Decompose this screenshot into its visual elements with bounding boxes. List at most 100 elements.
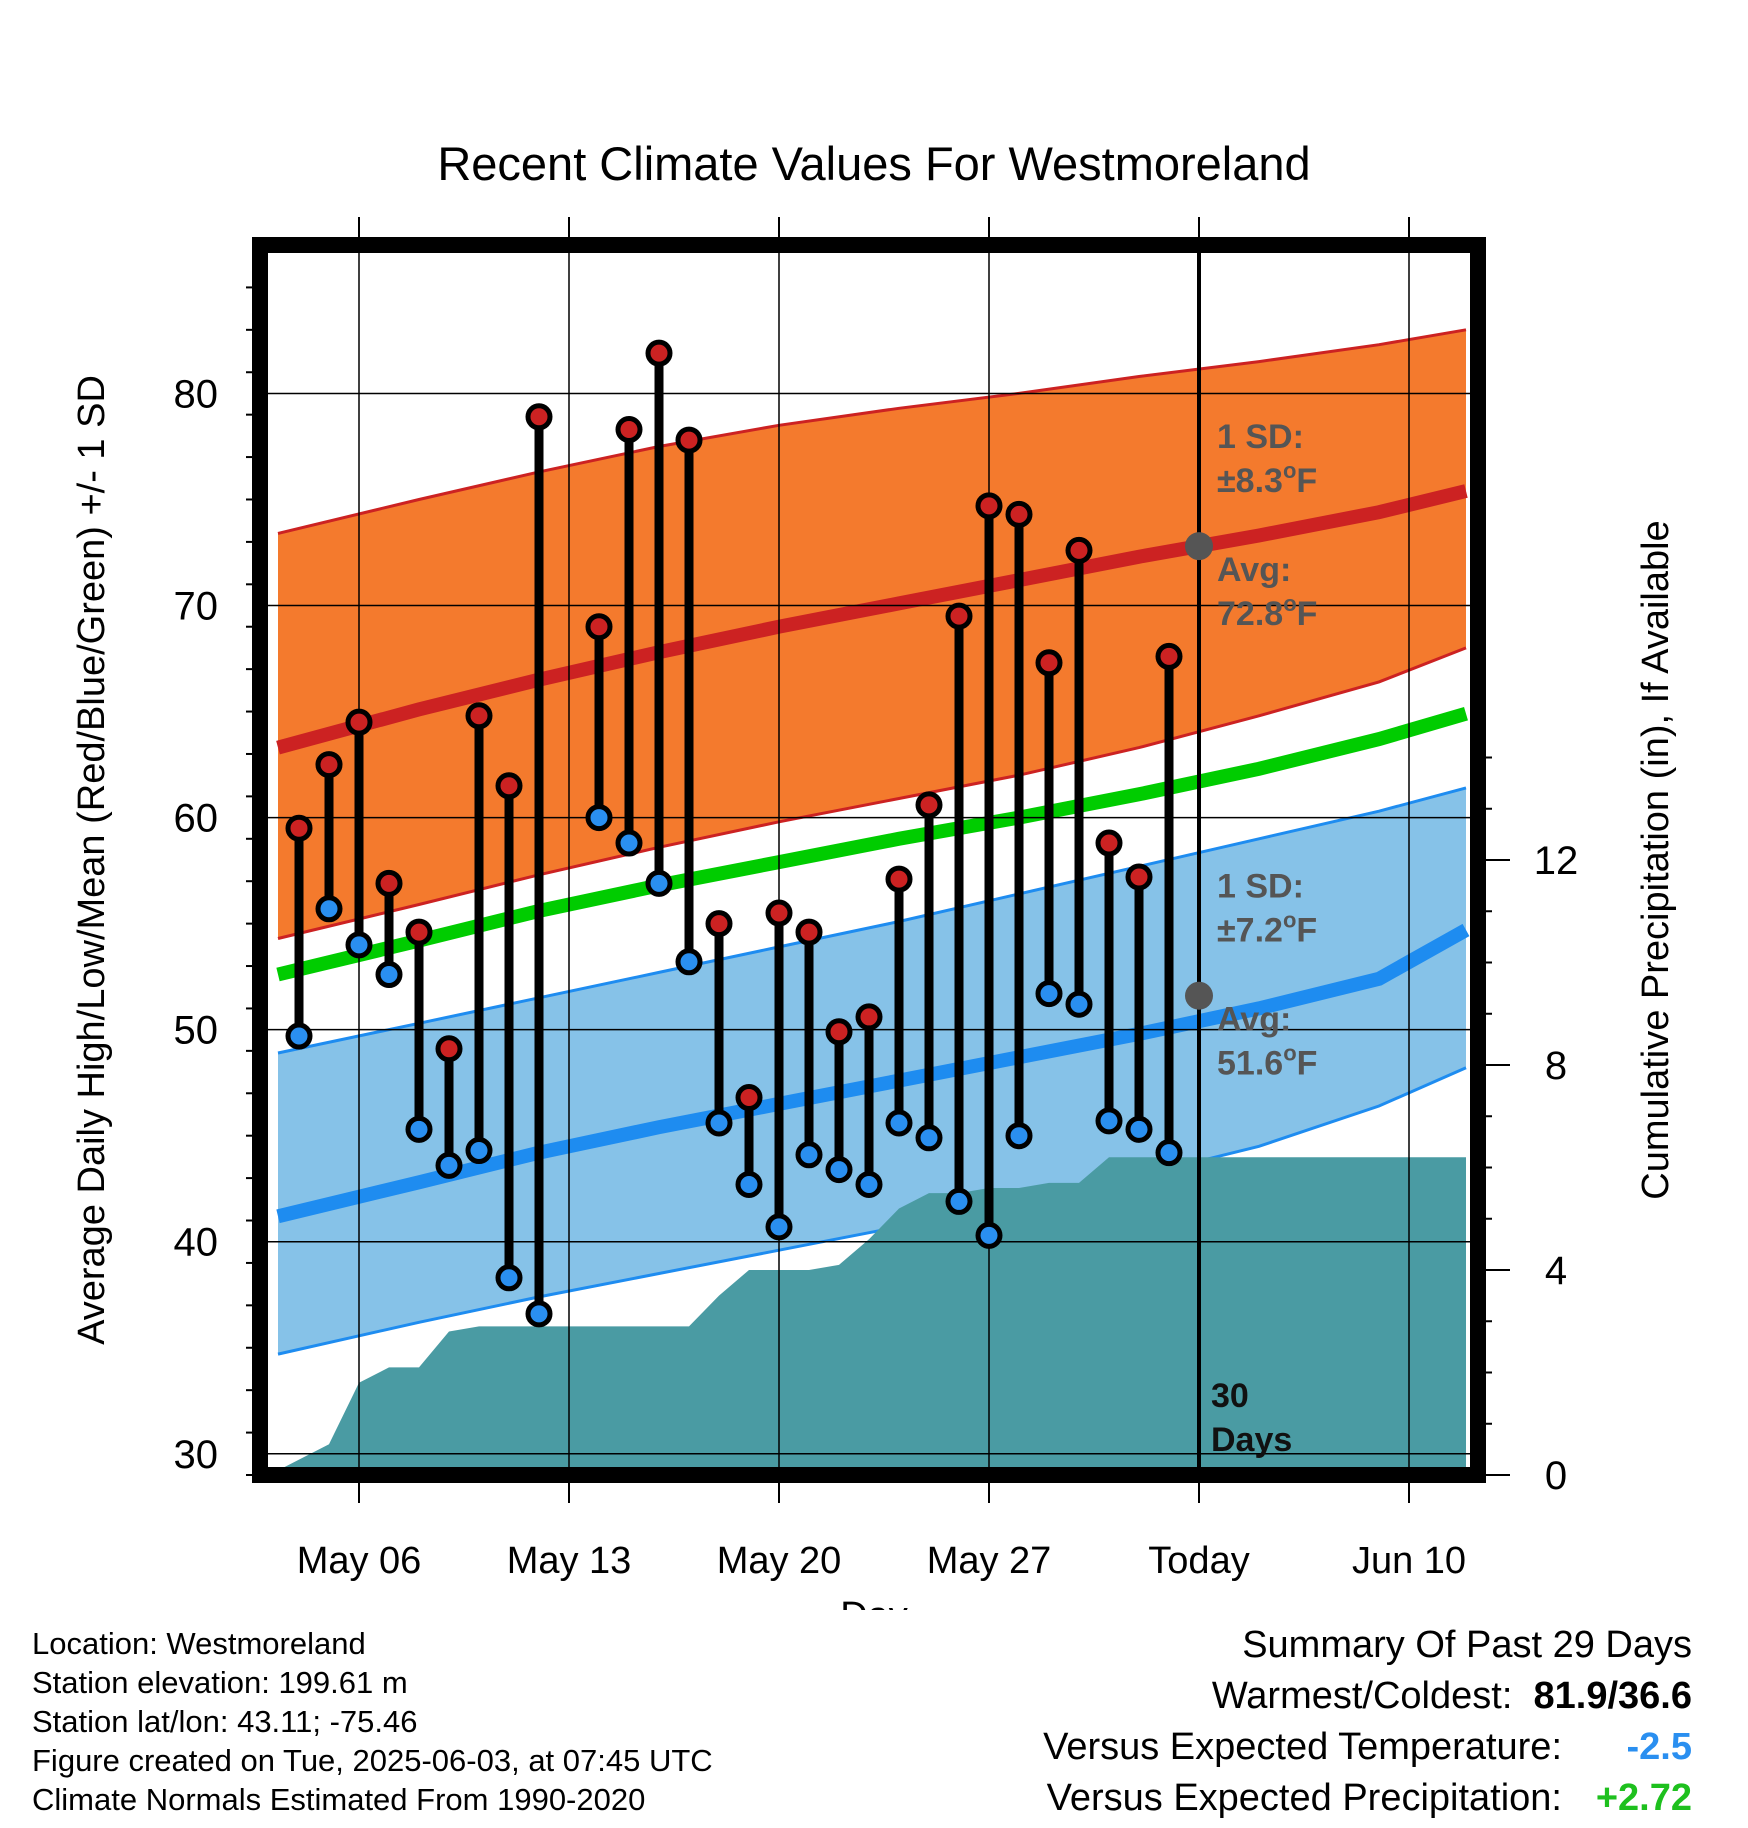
daily-low-point [795, 1141, 823, 1169]
low-sd-title: 1 SD: [1217, 868, 1304, 906]
daily-low-point [705, 1109, 733, 1137]
x-tick-label: May 06 [297, 1540, 422, 1582]
daily-low-point [435, 1151, 463, 1179]
days-word: Days [1211, 1421, 1292, 1459]
warm-cold-label: Warmest/Coldest: [1211, 1675, 1513, 1717]
summary-panel: Summary Of Past 29 Days Warmest/Coldest:… [1043, 1620, 1692, 1824]
today-low-avg-dot [1185, 981, 1213, 1010]
temp-value: -2.5 [1626, 1726, 1692, 1768]
plot-layer [260, 245, 1478, 1475]
daily-low-point [315, 895, 343, 923]
today-high-avg-dot [1185, 532, 1213, 561]
daily-low-point [915, 1124, 943, 1152]
daily-low-point [645, 869, 673, 897]
daily-high-point [675, 426, 703, 454]
precip-label: Versus Expected Precipitation: [1046, 1777, 1562, 1819]
daily-low-point [735, 1170, 763, 1198]
daily-low-point [825, 1156, 853, 1184]
daily-high-point [735, 1084, 763, 1112]
daily-high-point [885, 865, 913, 893]
daily-high-point [1065, 536, 1093, 564]
days-count: 30 [1211, 1377, 1249, 1415]
daily-low-point [405, 1115, 433, 1143]
daily-high-point [645, 339, 673, 367]
latlon-text: Station lat/lon: 43.11; -75.46 [32, 1704, 418, 1739]
x-tick-label: May 20 [717, 1540, 842, 1582]
daily-low-point [1095, 1107, 1123, 1135]
elevation-text: Station elevation: 199.61 m [32, 1665, 408, 1700]
daily-high-point [1155, 642, 1183, 670]
daily-low-point [945, 1187, 973, 1215]
daily-high-point [615, 416, 643, 443]
created-text: Figure created on Tue, 2025-06-03, at 07… [32, 1743, 713, 1778]
daily-high-point [465, 702, 493, 730]
daily-low-point [525, 1300, 553, 1328]
daily-high-point [525, 403, 553, 431]
daily-high-point [945, 602, 973, 630]
high-upper-line [277, 328, 1467, 535]
daily-high-point [1035, 649, 1063, 677]
daily-high-point [405, 918, 433, 946]
summary-temp-row: Versus Expected Temperature: -2.5 [1043, 1722, 1692, 1773]
daily-high-point [345, 708, 373, 736]
y2-axis-label: Cumulative Precipitation (in), If Availa… [1635, 520, 1677, 1199]
y-tick-label: 60 [174, 797, 219, 841]
daily-low-point [345, 931, 373, 959]
daily-low-point [675, 948, 703, 976]
climate-chart: Recent Climate Values For Westmoreland 1… [71, 137, 1677, 1610]
daily-low-point [765, 1213, 793, 1241]
y-tick-label: 80 [174, 372, 219, 416]
x-tick-label: Jun 10 [1352, 1540, 1466, 1582]
daily-high-point [975, 492, 1003, 520]
daily-high-point [315, 751, 343, 779]
location-text: Location: Westmoreland [32, 1626, 366, 1661]
high-sd-value: ±8.3oF [1217, 458, 1317, 500]
daily-high-point [765, 899, 793, 927]
daily-high-point [1125, 863, 1153, 891]
daily-high-point [1095, 829, 1123, 857]
summary-title: Summary Of Past 29 Days [1242, 1624, 1692, 1666]
y2-tick-label: 4 [1545, 1249, 1567, 1293]
high-avg-title: Avg: [1217, 551, 1291, 589]
daily-high-point [825, 1018, 853, 1046]
low-avg-title: Avg: [1217, 1001, 1291, 1039]
daily-high-point [1005, 500, 1033, 528]
precip-value: +2.72 [1595, 1777, 1692, 1819]
daily-low-point [1125, 1115, 1153, 1143]
high-lower-line [277, 646, 1467, 940]
daily-high-point [915, 791, 943, 819]
temp-label: Versus Expected Temperature: [1043, 1726, 1562, 1768]
daily-low-point [1155, 1139, 1183, 1167]
chart-title: Recent Climate Values For Westmoreland [437, 137, 1310, 190]
y-tick-label: 30 [174, 1433, 219, 1477]
axes: May 06 May 13 May 20 May 27 Today Jun 1030405… [174, 217, 1578, 1582]
x-tick-label: May 13 [507, 1540, 632, 1582]
mean-line [276, 706, 1468, 982]
daily-high-point [795, 918, 823, 946]
daily-high-point [285, 814, 313, 842]
high-avg-value: 72.8oF [1217, 591, 1317, 633]
y-tick-label: 40 [174, 1221, 219, 1265]
daily-low-point [885, 1109, 913, 1137]
daily-high-point [585, 613, 613, 641]
daily-low-point [285, 1022, 313, 1050]
station-info: Location: Westmoreland Station elevation… [32, 1624, 713, 1819]
x-tick-label: May 27 [927, 1540, 1052, 1582]
high-sd-title: 1 SD: [1217, 418, 1304, 456]
daily-high-point [435, 1035, 463, 1063]
low-avg-value: 51.6oF [1217, 1041, 1317, 1083]
daily-low-point [855, 1170, 883, 1198]
high-avg-line [276, 484, 1468, 755]
daily-high-point [855, 1003, 883, 1031]
daily-low-point [1065, 990, 1093, 1018]
y2-tick-label: 8 [1545, 1044, 1567, 1088]
x-axis-label: Day [840, 1595, 908, 1610]
warm-cold-value: 81.9/36.6 [1533, 1675, 1692, 1717]
daily-high-point [705, 910, 733, 938]
high-sd-band [278, 329, 1466, 939]
normals-text: Climate Normals Estimated From 1990-2020 [32, 1782, 646, 1817]
y2-tick-label: 0 [1545, 1454, 1567, 1498]
x-tick-label: Today [1148, 1540, 1249, 1582]
y-tick-label: 50 [174, 1009, 219, 1053]
